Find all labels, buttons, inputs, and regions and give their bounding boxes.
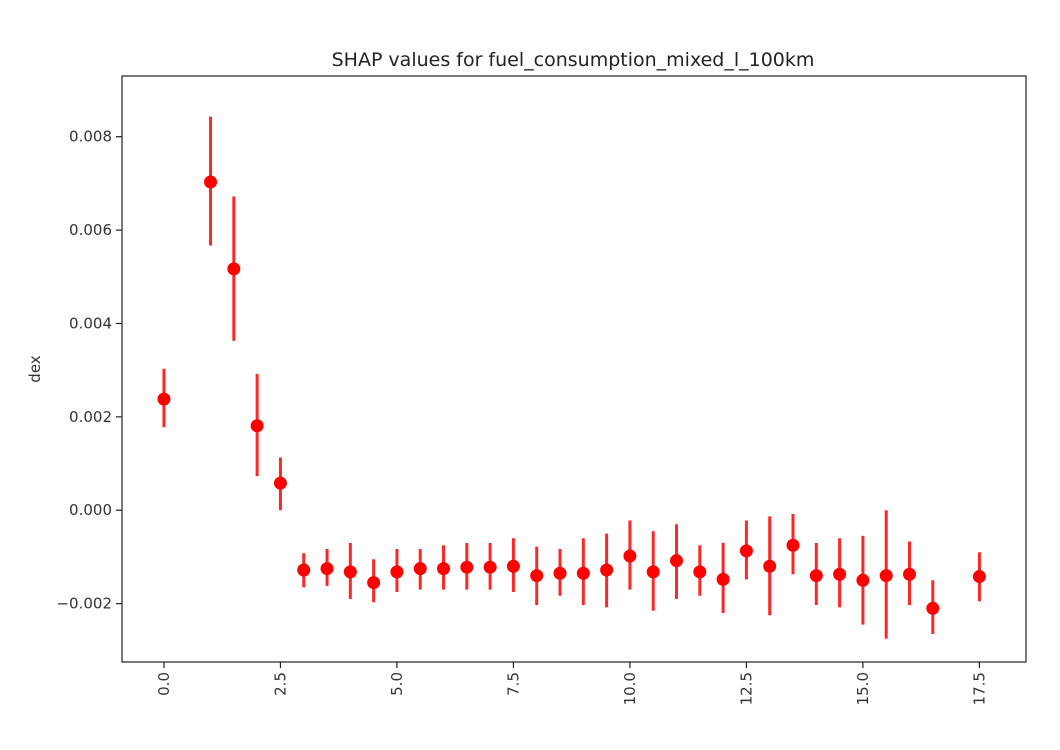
x-tick-label: 15.0 [854,672,872,705]
y-axis-label: dex [26,355,44,382]
plot-area [157,116,986,639]
data-point [926,601,940,615]
x-tick-label: 10.0 [621,672,639,705]
data-point [367,576,381,590]
data-point [273,476,287,490]
x-tick-label: 7.5 [504,672,522,696]
data-point [903,567,917,581]
y-axis: −0.002 0.000 0.002 0.004 0.006 0.008 [56,128,122,613]
data-point [204,175,218,189]
x-axis: 0.0 2.5 5.0 7.5 10.0 12.5 15.0 17.5 [155,662,988,705]
data-point [460,560,474,574]
data-point [320,562,334,576]
data-point [250,419,264,433]
data-point [530,569,544,583]
data-point [623,549,637,563]
data-point [879,569,893,583]
data-point [227,262,241,276]
data-point [856,573,870,587]
data-point [506,559,520,573]
x-tick-label: 0.0 [155,672,173,696]
x-tick-label: 2.5 [271,672,289,696]
data-point [413,562,427,576]
data-point [390,565,404,579]
data-point [343,565,357,579]
data-point [716,572,730,586]
data-point [483,560,497,574]
data-point [600,563,614,577]
data-point [833,567,847,581]
data-point [646,565,660,579]
data-point [809,569,823,583]
x-tick-label: 5.0 [388,672,406,696]
data-point [786,538,800,552]
y-tick-label: 0.002 [69,408,112,426]
data-point [670,554,684,568]
x-tick-label: 17.5 [970,672,988,705]
data-point [553,566,567,580]
y-tick-label: 0.008 [69,128,112,146]
y-tick-label: 0.000 [69,501,112,519]
chart-title: SHAP values for fuel_consumption_mixed_l… [332,49,815,71]
y-tick-label: −0.002 [56,595,112,613]
data-point [739,544,753,558]
plot-frame [121,75,1027,663]
data-point [437,562,451,576]
data-point [693,565,707,579]
y-tick-label: 0.006 [69,221,112,239]
data-point [972,570,986,584]
x-tick-label: 12.5 [737,672,755,705]
data-point [297,563,311,577]
data-point [576,566,590,580]
y-tick-label: 0.004 [69,314,112,332]
data-point [763,559,777,573]
data-point [157,392,171,406]
